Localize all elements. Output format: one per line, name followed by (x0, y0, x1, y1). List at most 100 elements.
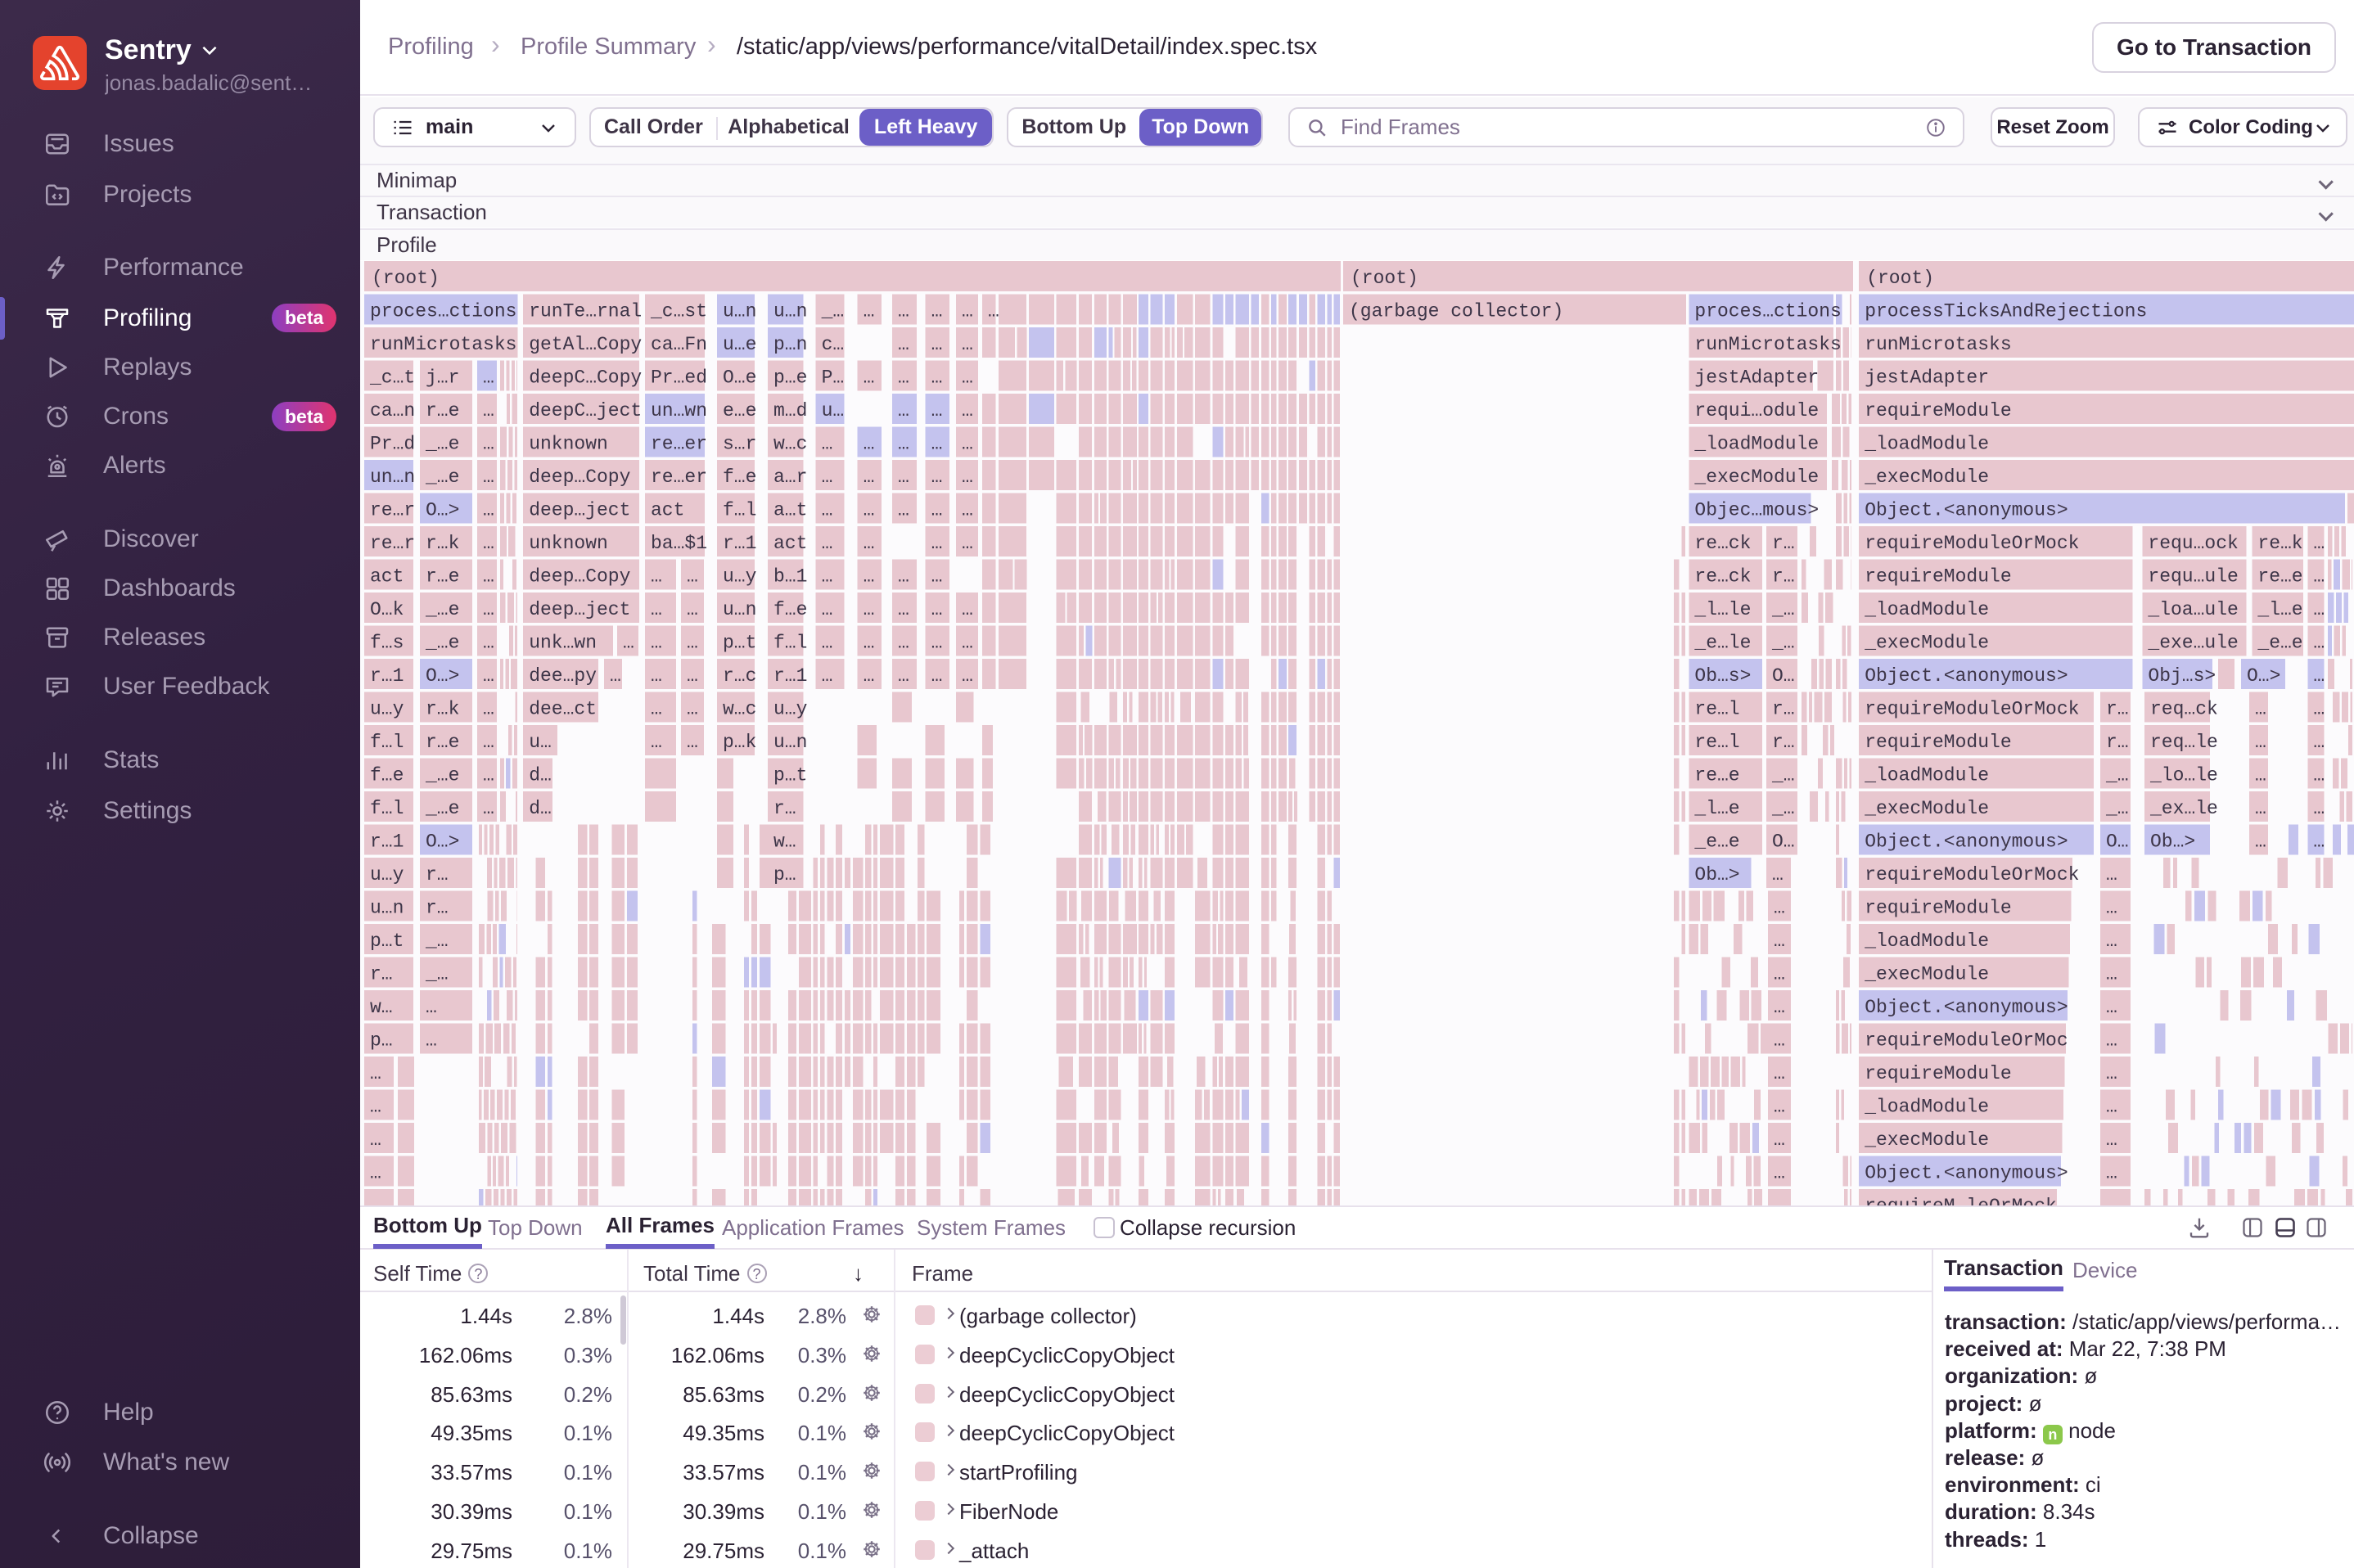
svg-text:deep…ject: deep…ject (529, 500, 630, 521)
svg-text:r…: r… (1772, 699, 1795, 720)
svg-text:…: … (822, 434, 833, 455)
svg-text:_e…le: _e…le (1693, 633, 1751, 654)
svg-text:_exe…ule: _exe…ule (2147, 633, 2238, 654)
svg-text:re…ck: re…ck (1694, 566, 1751, 588)
svg-text:_…: _… (821, 301, 845, 322)
svg-text:r…k: r…k (426, 699, 459, 720)
svg-text:p…t: p…t (723, 633, 756, 654)
svg-text:r…1: r…1 (773, 665, 807, 687)
svg-text:…: … (2255, 732, 2266, 753)
svg-text:_…: _… (425, 964, 449, 985)
svg-text:…: … (687, 665, 698, 687)
svg-text:O…>: O…> (2247, 665, 2280, 687)
svg-text:re…er: re…er (651, 434, 707, 455)
svg-text:Obj…s>: Obj…s> (2148, 665, 2216, 687)
svg-text:r…: r… (1772, 732, 1795, 753)
svg-text:re…r: re…r (370, 533, 415, 554)
svg-text:f…l: f…l (370, 798, 404, 819)
svg-text:_…: _… (425, 930, 449, 952)
svg-text:un…n: un…n (370, 466, 415, 488)
svg-text:act: act (651, 500, 684, 521)
svg-text:…: … (370, 1097, 381, 1118)
svg-text:f…e: f…e (723, 466, 756, 488)
svg-text:…: … (864, 500, 875, 521)
svg-text:Objec…mous>: Objec…mous> (1694, 500, 1819, 521)
svg-text:…: … (1774, 898, 1785, 919)
svg-text:u…y: u…y (370, 864, 404, 885)
svg-text:deep…Copy: deep…Copy (529, 466, 630, 488)
svg-text:_ex…le: _ex…le (2149, 798, 2218, 819)
svg-text:…: … (483, 566, 494, 588)
svg-text:_…: _… (1771, 798, 1795, 819)
svg-text:requireModuleOrMock: requireModuleOrMock (1865, 699, 2079, 720)
svg-text:…: … (962, 500, 973, 521)
svg-text:…: … (931, 466, 943, 488)
svg-text:r…c: r…c (723, 665, 756, 687)
svg-text:…: … (483, 765, 494, 786)
svg-text:…: … (898, 665, 909, 687)
svg-text:jestAdapter: jestAdapter (1694, 367, 1819, 389)
svg-text:r…: r… (426, 864, 449, 885)
svg-text:…: … (962, 301, 973, 322)
svg-text:…: … (962, 633, 973, 654)
svg-text:_loadModule: _loadModule (1864, 930, 1989, 952)
svg-text:…: … (898, 633, 909, 654)
svg-text:…: … (687, 699, 698, 720)
svg-text:act: act (370, 566, 404, 588)
svg-text:…: … (962, 533, 973, 554)
svg-text:r…1: r…1 (370, 665, 404, 687)
svg-text:…: … (931, 665, 943, 687)
svg-text:_l…le: _l…le (1693, 599, 1751, 620)
svg-text:_c…t: _c…t (369, 367, 415, 389)
svg-text:_execModule: _execModule (1864, 633, 1989, 654)
svg-text:O…: O… (2106, 831, 2129, 853)
svg-text:…: … (962, 466, 973, 488)
svg-text:_l…e: _l…e (1693, 798, 1739, 819)
svg-text:r…: r… (370, 964, 393, 985)
svg-text:u…: u… (822, 400, 845, 421)
svg-text:unknown: unknown (529, 533, 608, 554)
svg-text:requireModule: requireModule (1865, 732, 2011, 753)
svg-text:_…e: _…e (425, 599, 459, 620)
svg-text:…: … (1774, 1129, 1785, 1151)
svg-text:…: … (864, 466, 875, 488)
svg-text:…: … (1774, 1196, 1785, 1205)
svg-text:…: … (651, 633, 662, 654)
svg-text:_c…st: _c…st (650, 301, 707, 322)
svg-text:Object.<anonymous>: Object.<anonymous> (1865, 665, 2068, 687)
svg-text:_…e: _…e (425, 765, 459, 786)
svg-text:…: … (864, 434, 875, 455)
svg-text:…: … (864, 301, 875, 322)
svg-text:ba…$1: ba…$1 (651, 533, 707, 554)
svg-text:requireModule: requireModule (1865, 1063, 2011, 1084)
svg-text:…: … (2255, 798, 2266, 819)
svg-text:w…c: w…c (723, 699, 756, 720)
svg-text:…: … (898, 400, 909, 421)
svg-text:requi…odule: requi…odule (1694, 400, 1819, 421)
svg-text:…: … (898, 301, 909, 322)
svg-text:d…: d… (529, 765, 552, 786)
svg-text:r…: r… (1772, 533, 1795, 554)
svg-text:…: … (898, 500, 909, 521)
svg-text:…: … (2313, 732, 2325, 753)
svg-text:runTe…rnal: runTe…rnal (529, 301, 642, 322)
svg-text:…: … (864, 566, 875, 588)
svg-text:(root): (root) (1351, 268, 1418, 289)
svg-text:dee…py: dee…py (529, 665, 597, 687)
svg-text:…: … (2106, 1163, 2117, 1184)
svg-text:j…r: j…r (426, 367, 459, 389)
svg-text:…: … (426, 1030, 437, 1052)
svg-text:re…l: re…l (1694, 732, 1739, 753)
svg-text:…: … (898, 367, 909, 389)
svg-text:…: … (2106, 1097, 2117, 1118)
svg-text:…: … (370, 1196, 381, 1205)
svg-text:…: … (1774, 1063, 1785, 1084)
svg-text:…: … (1774, 1163, 1785, 1184)
svg-text:_loadModule: _loadModule (1693, 434, 1819, 455)
svg-text:O…>: O…> (426, 665, 459, 687)
svg-text:r…e: r…e (426, 566, 459, 588)
svg-text:…: … (988, 301, 999, 322)
svg-text:…: … (426, 997, 437, 1018)
svg-text:p…: p… (370, 1030, 393, 1052)
svg-text:f…e: f…e (773, 599, 807, 620)
